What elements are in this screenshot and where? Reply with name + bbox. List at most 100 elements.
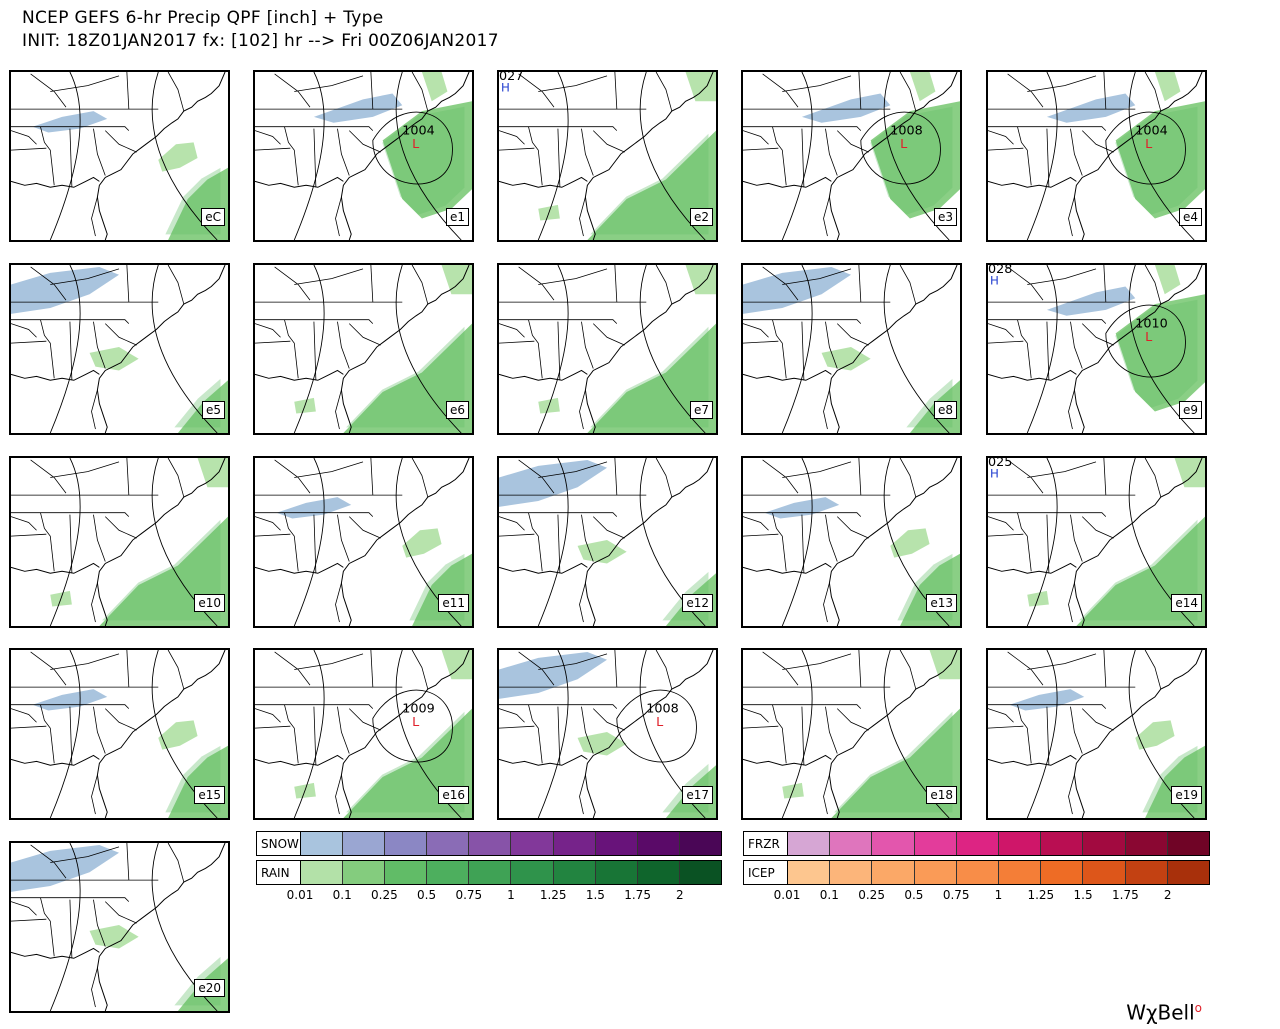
state-border bbox=[348, 130, 381, 153]
legend-tick-label: 0.01 bbox=[773, 888, 801, 902]
state-border bbox=[836, 323, 869, 346]
low-pressure-value: 1008 bbox=[646, 702, 678, 717]
gulf-coastline bbox=[743, 562, 832, 574]
panel-member-label: e12 bbox=[682, 594, 713, 612]
rain-area bbox=[382, 101, 472, 219]
high-pressure-value: 025 bbox=[988, 458, 1012, 470]
rain-area bbox=[577, 540, 627, 564]
state-border bbox=[255, 516, 281, 531]
state-border bbox=[40, 126, 55, 186]
state-border bbox=[772, 512, 787, 572]
state-border bbox=[93, 128, 106, 176]
legend-tick-label: 1.75 bbox=[624, 888, 651, 902]
panel-member-label: e4 bbox=[1178, 208, 1202, 226]
isobar bbox=[781, 72, 813, 240]
state-border bbox=[255, 126, 374, 131]
state-border bbox=[284, 704, 299, 764]
state-border bbox=[592, 130, 625, 153]
legend-label-snow: SNOW bbox=[257, 832, 301, 855]
legend-tick-label: 0.5 bbox=[417, 888, 437, 902]
state-border bbox=[1027, 75, 1097, 92]
ensemble-panel: e6 bbox=[253, 263, 474, 435]
isobar bbox=[49, 265, 81, 433]
state-border bbox=[30, 459, 67, 494]
state-border bbox=[30, 266, 67, 301]
state-border bbox=[762, 459, 799, 494]
state-border bbox=[592, 708, 625, 731]
state-border bbox=[284, 319, 299, 379]
state-border bbox=[836, 516, 869, 539]
high-pressure-value: 027 bbox=[499, 72, 523, 84]
state-border bbox=[50, 75, 120, 92]
state-border bbox=[30, 73, 67, 108]
rain-area bbox=[1174, 458, 1205, 488]
state-border bbox=[1070, 514, 1083, 562]
panel-member-label: e15 bbox=[194, 786, 225, 804]
state-border bbox=[988, 725, 1024, 729]
state-border bbox=[126, 650, 130, 688]
coastline bbox=[828, 265, 958, 433]
state-border bbox=[499, 319, 618, 324]
low-pressure-value: 1004 bbox=[402, 124, 434, 139]
panel-member-label: e17 bbox=[682, 786, 713, 804]
legend-row-frzr: FRZR bbox=[743, 831, 1210, 856]
ensemble-panel: e20 bbox=[9, 841, 230, 1013]
state-border bbox=[762, 651, 799, 686]
legend-tick-label: 0.25 bbox=[858, 888, 885, 902]
low-pressure-value: 1009 bbox=[402, 702, 434, 717]
state-border bbox=[1007, 651, 1044, 686]
isobar bbox=[151, 72, 218, 240]
isobar bbox=[537, 72, 569, 240]
panel-member-label: e6 bbox=[445, 401, 469, 419]
state-border bbox=[370, 72, 374, 110]
state-border bbox=[104, 323, 137, 346]
chart-init-line: INIT: 18Z01JAN2017 fx: [102] hr --> Fri … bbox=[22, 31, 499, 51]
panel-member-label: e14 bbox=[1171, 594, 1202, 612]
legend-swatch bbox=[679, 861, 721, 884]
state-border bbox=[255, 147, 291, 151]
legend-tick-label: 2 bbox=[1163, 888, 1172, 902]
state-border bbox=[337, 128, 350, 176]
panel-member-label: e5 bbox=[201, 401, 225, 419]
panel-member-label: e13 bbox=[926, 594, 957, 612]
state-border bbox=[782, 461, 852, 478]
state-border bbox=[743, 130, 769, 145]
isobar bbox=[1105, 111, 1186, 185]
rain-area bbox=[89, 925, 139, 949]
isobar bbox=[639, 265, 706, 433]
wxbell-logo: WχBello bbox=[1126, 992, 1202, 1025]
coastline bbox=[96, 72, 226, 240]
state-border bbox=[1144, 72, 1162, 112]
legend-swatch bbox=[679, 832, 721, 855]
state-border bbox=[11, 918, 47, 922]
legend-row-rain: RAIN bbox=[256, 860, 722, 885]
state-border bbox=[284, 126, 299, 186]
state-border bbox=[255, 130, 281, 145]
rain-area bbox=[929, 650, 960, 680]
legend-label-icep: ICEP bbox=[744, 861, 788, 884]
state-border bbox=[1017, 512, 1032, 572]
isobar bbox=[1026, 458, 1058, 626]
legend-swatch bbox=[553, 861, 596, 884]
state-border bbox=[988, 319, 1107, 324]
ensemble-panel: e7 bbox=[497, 263, 718, 435]
state-border bbox=[1027, 461, 1097, 478]
gulf-coastline bbox=[255, 562, 344, 574]
low-pressure-value: 1008 bbox=[890, 124, 922, 139]
state-border bbox=[499, 147, 535, 151]
legend-swatch bbox=[385, 832, 428, 855]
state-border bbox=[1144, 650, 1162, 690]
rain-area bbox=[343, 323, 472, 433]
state-border bbox=[1027, 268, 1097, 285]
snow-area bbox=[313, 93, 403, 123]
state-border bbox=[836, 130, 869, 153]
state-border bbox=[655, 72, 673, 112]
legend-tick-label: 0.1 bbox=[332, 888, 352, 902]
legend-label-frzr: FRZR bbox=[744, 832, 788, 855]
rain-area bbox=[685, 265, 716, 295]
isobar bbox=[639, 72, 706, 240]
state-border bbox=[1103, 265, 1107, 303]
coastline bbox=[828, 650, 958, 818]
